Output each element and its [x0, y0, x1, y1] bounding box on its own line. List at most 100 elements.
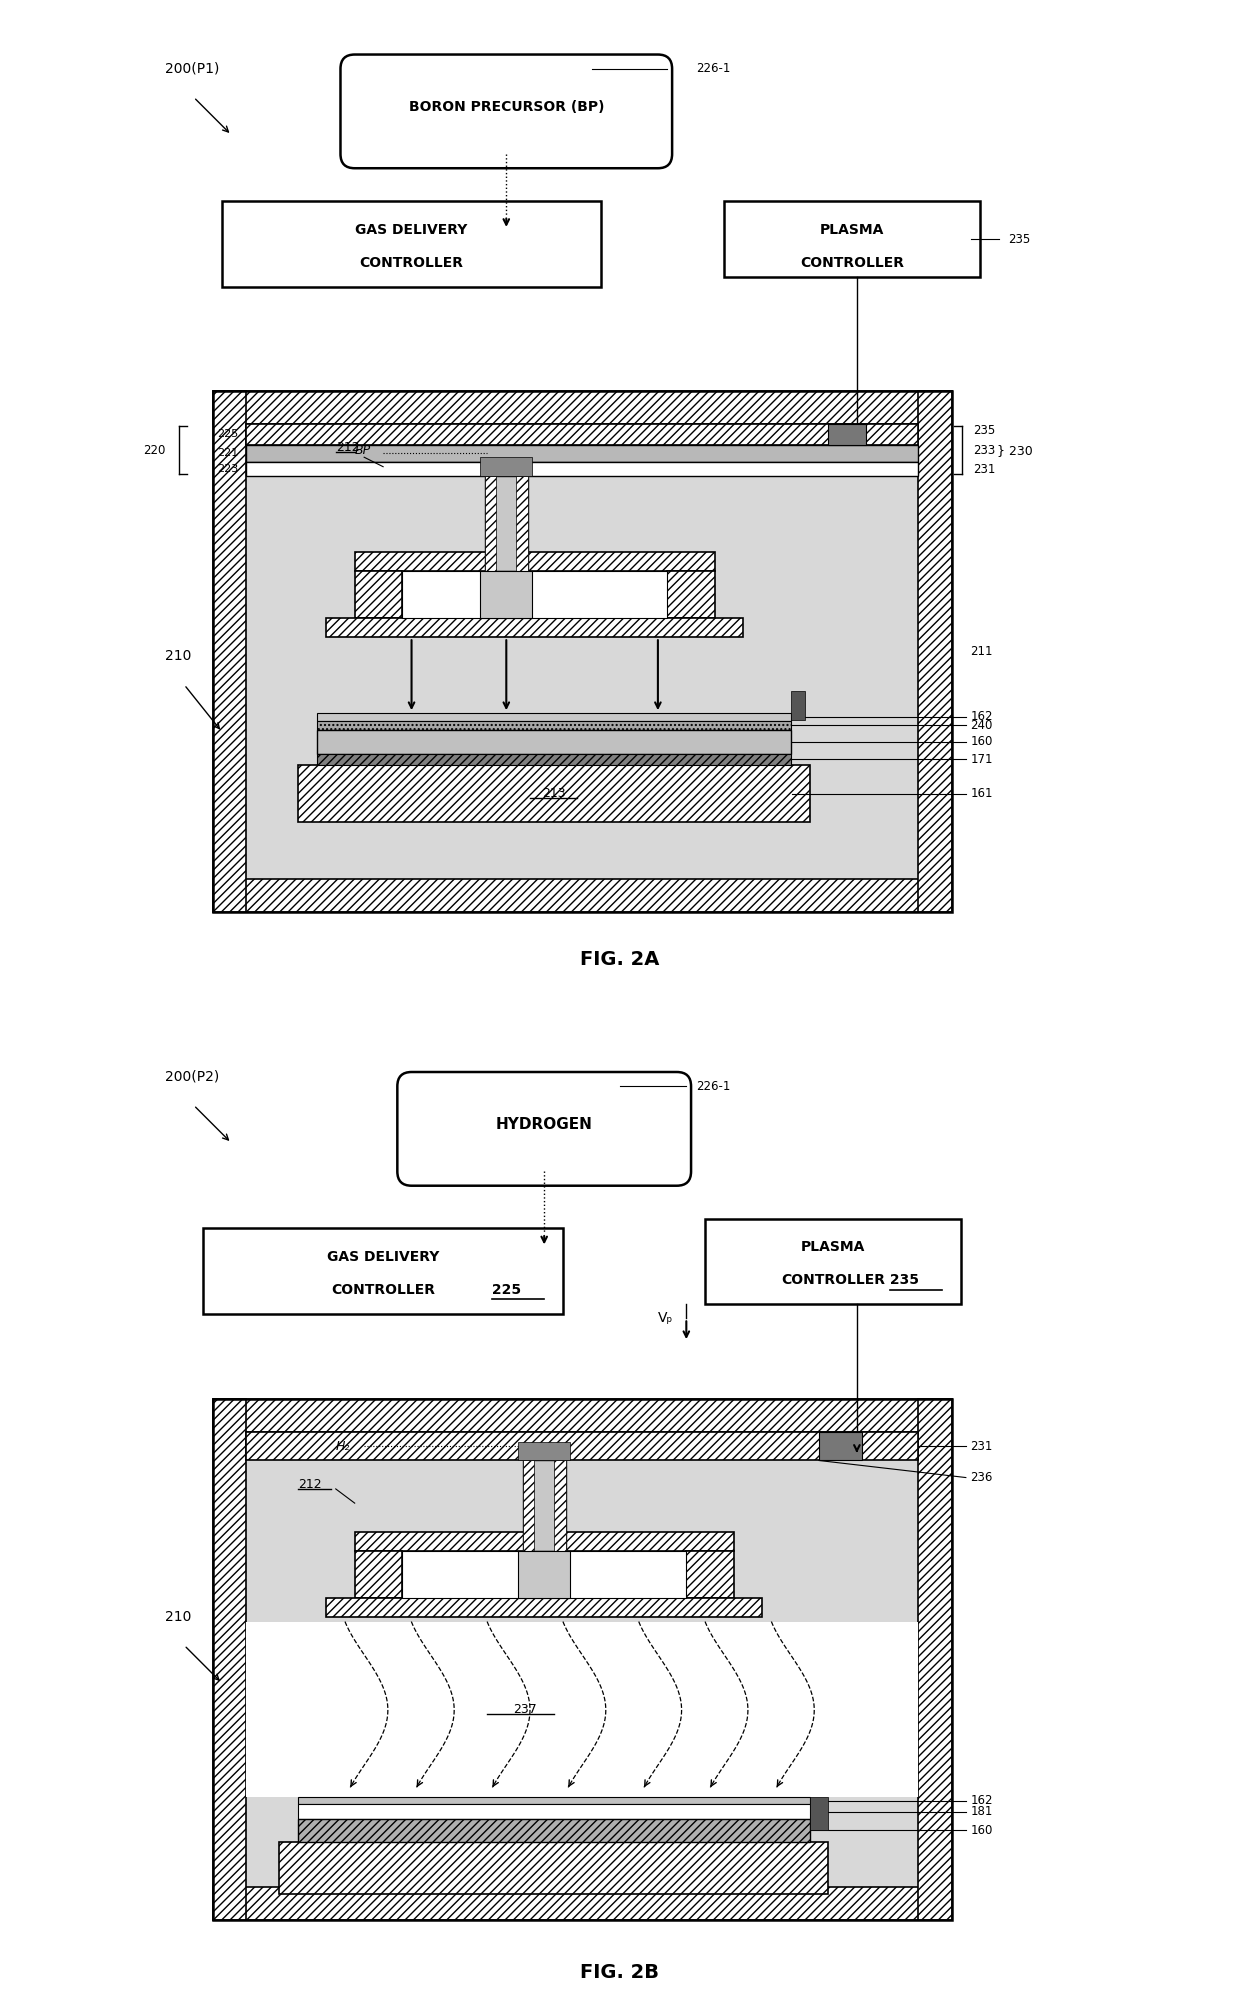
- Text: 225: 225: [487, 1282, 522, 1296]
- Bar: [246, 423, 919, 879]
- Bar: [485, 476, 496, 571]
- Bar: [523, 1460, 534, 1550]
- Text: 161: 161: [971, 786, 993, 800]
- Text: 235: 235: [1008, 232, 1030, 246]
- Text: 160: 160: [971, 736, 993, 748]
- Bar: [212, 1399, 951, 1919]
- Bar: [355, 571, 402, 619]
- Bar: [246, 446, 919, 462]
- Text: 220: 220: [143, 444, 165, 456]
- Text: 225: 225: [217, 429, 238, 439]
- Bar: [667, 571, 714, 619]
- Text: CONTROLLER: CONTROLLER: [360, 256, 464, 270]
- Bar: [212, 1399, 951, 1431]
- Bar: [212, 391, 246, 911]
- FancyBboxPatch shape: [397, 1073, 691, 1185]
- Bar: [485, 476, 527, 571]
- Text: 223: 223: [217, 464, 238, 474]
- Bar: [298, 1804, 810, 1818]
- Bar: [480, 571, 532, 619]
- Bar: [791, 691, 805, 720]
- Bar: [828, 423, 867, 446]
- Text: BP: BP: [355, 444, 371, 458]
- Text: 226-1: 226-1: [696, 1081, 730, 1093]
- Text: 212: 212: [336, 442, 360, 454]
- Text: 210: 210: [165, 649, 191, 663]
- Bar: [810, 1796, 828, 1831]
- Text: CONTROLLER: CONTROLLER: [781, 1274, 885, 1288]
- Bar: [316, 730, 791, 754]
- Text: 235: 235: [973, 423, 996, 437]
- Text: GAS DELIVERY: GAS DELIVERY: [356, 224, 467, 236]
- Text: BORON PRECURSOR (BP): BORON PRECURSOR (BP): [408, 99, 604, 113]
- Bar: [246, 423, 919, 446]
- Text: PLASMA: PLASMA: [820, 224, 884, 236]
- Text: 200(P1): 200(P1): [165, 62, 219, 77]
- Text: HYDROGEN: HYDROGEN: [496, 1117, 593, 1131]
- Text: 240: 240: [971, 720, 993, 732]
- Bar: [222, 202, 601, 286]
- Text: 210: 210: [165, 1611, 191, 1623]
- Bar: [279, 1843, 828, 1895]
- Bar: [516, 476, 527, 571]
- Text: FIG. 2A: FIG. 2A: [580, 950, 660, 970]
- Text: 233: 233: [973, 444, 996, 456]
- Bar: [818, 1431, 862, 1460]
- Text: 221: 221: [217, 448, 238, 458]
- Bar: [355, 552, 714, 571]
- Bar: [706, 1220, 961, 1304]
- Bar: [518, 1441, 570, 1460]
- Text: Vₚ: Vₚ: [658, 1310, 673, 1325]
- Bar: [355, 1550, 402, 1599]
- Text: CONTROLLER: CONTROLLER: [331, 1282, 435, 1296]
- Bar: [326, 1599, 763, 1617]
- Bar: [316, 720, 791, 730]
- FancyBboxPatch shape: [341, 54, 672, 167]
- Bar: [212, 391, 951, 423]
- Text: 231: 231: [971, 1439, 993, 1454]
- Text: 160: 160: [971, 1824, 993, 1837]
- Text: 213: 213: [542, 786, 565, 800]
- Text: CONTROLLER: CONTROLLER: [800, 256, 904, 270]
- Bar: [246, 1621, 919, 1796]
- Bar: [480, 458, 532, 476]
- Bar: [246, 1431, 919, 1887]
- Bar: [212, 1887, 951, 1919]
- Text: 237: 237: [513, 1704, 537, 1716]
- Bar: [554, 1460, 565, 1550]
- Bar: [212, 879, 951, 911]
- Bar: [919, 391, 951, 911]
- Bar: [523, 1460, 565, 1550]
- Bar: [686, 1550, 734, 1599]
- Bar: [298, 1796, 810, 1804]
- Bar: [212, 1399, 246, 1919]
- Text: 226-1: 226-1: [696, 62, 730, 75]
- Bar: [203, 1228, 563, 1314]
- Text: 162: 162: [971, 1794, 993, 1806]
- Text: } 230: } 230: [997, 444, 1033, 456]
- Bar: [212, 391, 951, 911]
- Bar: [246, 1431, 919, 1460]
- Text: 171: 171: [971, 754, 993, 766]
- Text: 236: 236: [971, 1472, 993, 1484]
- Text: 211: 211: [971, 645, 993, 657]
- Text: 200(P2): 200(P2): [165, 1070, 219, 1085]
- Bar: [919, 1399, 951, 1919]
- Bar: [724, 202, 980, 276]
- Text: 212: 212: [298, 1478, 321, 1490]
- Bar: [316, 754, 791, 766]
- Bar: [298, 766, 810, 823]
- Bar: [246, 462, 919, 476]
- Text: GAS DELIVERY: GAS DELIVERY: [327, 1250, 439, 1264]
- Bar: [316, 714, 791, 720]
- Bar: [355, 1532, 734, 1550]
- Text: H₂: H₂: [336, 1439, 350, 1454]
- Bar: [326, 619, 743, 637]
- Text: 235: 235: [885, 1274, 919, 1288]
- Bar: [518, 1550, 570, 1599]
- Bar: [298, 1818, 810, 1843]
- Text: 162: 162: [971, 710, 993, 724]
- Text: FIG. 2B: FIG. 2B: [580, 1964, 660, 1982]
- Bar: [402, 1550, 686, 1599]
- Text: 181: 181: [971, 1804, 993, 1818]
